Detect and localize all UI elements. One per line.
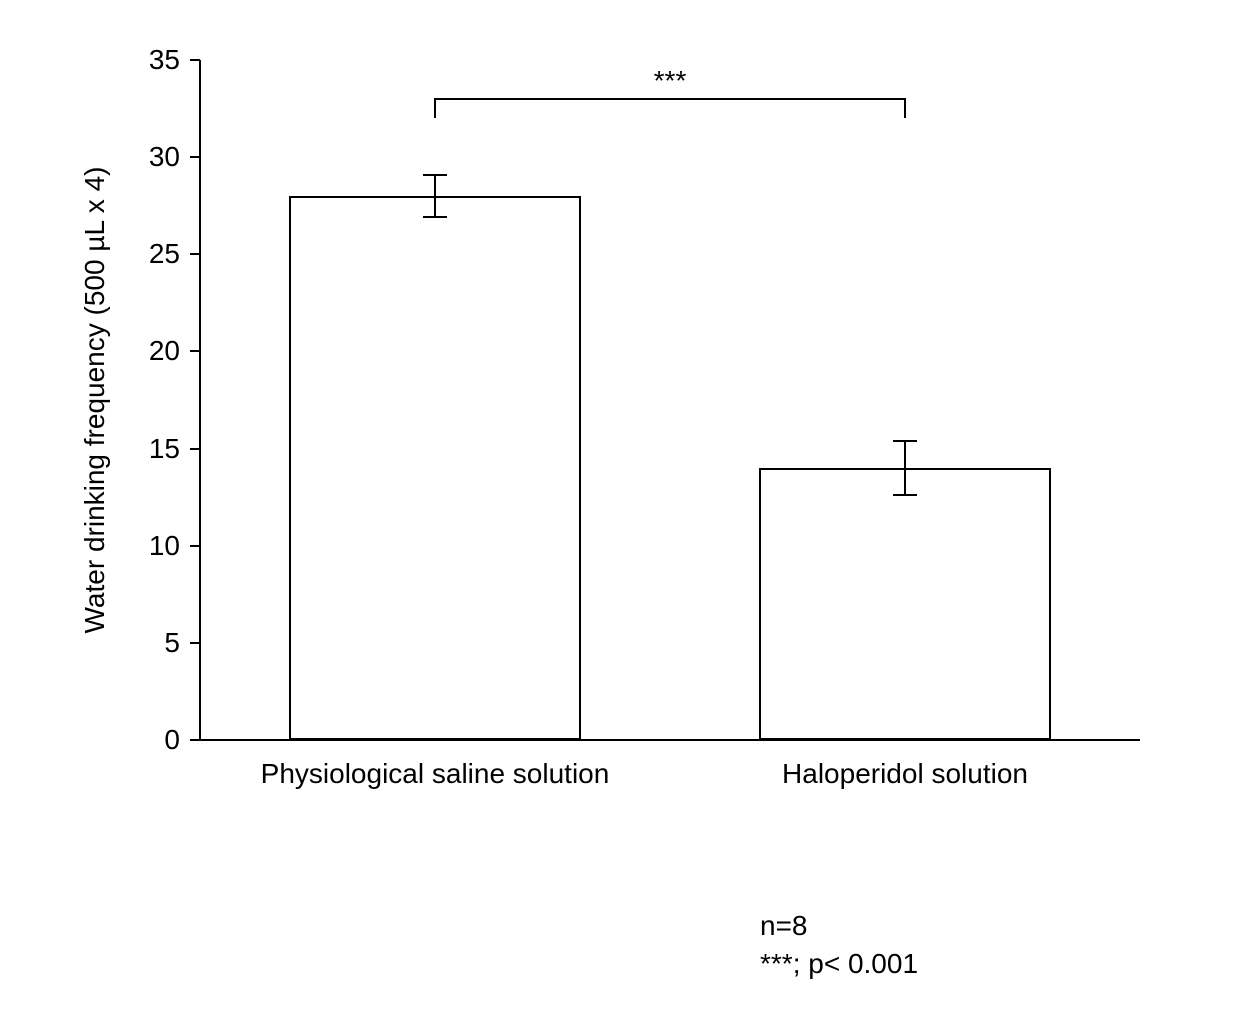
sig-bracket-left <box>434 99 436 118</box>
error-bar-line <box>434 175 436 218</box>
chart-region: 0 5 10 15 20 25 30 35 Physiological saline solu… <box>60 40 1180 860</box>
y-tick-label: 35 <box>130 44 180 76</box>
y-tick-label: 25 <box>130 238 180 270</box>
error-bar-cap <box>423 216 447 218</box>
bar <box>759 468 1050 740</box>
category-label: Physiological saline solution <box>212 758 659 790</box>
sample-size-note: n=8 <box>760 910 808 942</box>
y-tick-label: 15 <box>130 433 180 465</box>
sig-bracket-top <box>434 98 906 100</box>
y-tick-label: 5 <box>130 627 180 659</box>
y-tick-label: 20 <box>130 335 180 367</box>
y-axis-line <box>199 60 201 740</box>
category-label: Haloperidol solution <box>682 758 1129 790</box>
bar <box>289 196 580 740</box>
error-bar-cap <box>893 440 917 442</box>
y-axis-label: Water drinking frequency (500 µL x 4) <box>79 167 111 634</box>
y-tick-label: 30 <box>130 141 180 173</box>
significance-stars: *** <box>654 65 687 97</box>
sig-bracket-right <box>904 99 906 118</box>
y-tick-label: 10 <box>130 530 180 562</box>
error-bar-cap <box>893 494 917 496</box>
error-bar-line <box>904 441 906 495</box>
p-value-note: ***; p< 0.001 <box>760 948 918 980</box>
y-tick-label: 0 <box>130 724 180 756</box>
error-bar-cap <box>423 174 447 176</box>
x-axis-line <box>200 739 1140 741</box>
